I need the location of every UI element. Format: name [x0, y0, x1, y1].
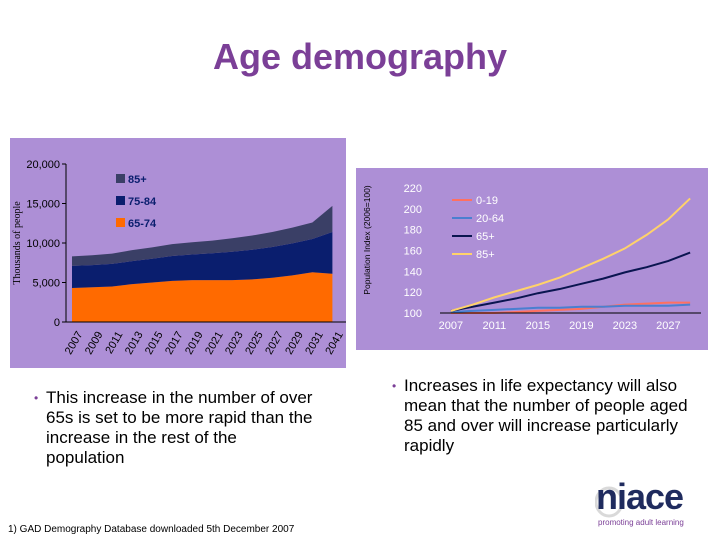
- niace-logo: niace promoting adult learning: [595, 476, 708, 532]
- area-series-65-74: [72, 272, 333, 322]
- bullet-left: • This increase in the number of over 65…: [34, 388, 316, 468]
- chart-right-top-strip: [356, 138, 708, 168]
- population-index-chart: 100 120 140 160 180 200 220 2007 2011 2015 2019 20…: [356, 168, 708, 350]
- y-tick-label: 220: [404, 183, 422, 195]
- legend-swatch-85+: [116, 174, 125, 183]
- y-axis-label: Population Index (2006=100): [362, 185, 372, 295]
- legend-label-20-64: 20-64: [476, 213, 504, 225]
- legend-label-85+: 85+: [128, 174, 147, 186]
- y-tick-label: 180: [404, 225, 422, 237]
- x-tick-label: 2019: [569, 320, 593, 332]
- slide-title: Age demography: [212, 36, 508, 77]
- legend-label-65+: 65+: [476, 231, 495, 243]
- chart-right-panel: [356, 168, 708, 350]
- y-tick-label: 100: [404, 308, 422, 320]
- bullet-left-text: This increase in the number of over 65s …: [46, 388, 313, 467]
- line-series-65+: [450, 251, 691, 312]
- legend-label-75-84: 75-84: [128, 196, 157, 208]
- bullet-dot: •: [392, 379, 397, 393]
- line-series-85+: [450, 197, 691, 312]
- legend-swatch-65-74: [116, 218, 125, 227]
- x-tick-label: 2011: [483, 320, 507, 332]
- y-tick-label: 5,000: [32, 278, 60, 290]
- y-tick-label: 160: [404, 246, 422, 258]
- y-tick-label: 10,000: [26, 238, 60, 250]
- x-tick-label: 2007: [439, 320, 463, 332]
- x-tick-label: 2015: [526, 320, 550, 332]
- x-tick-label: 2023: [613, 320, 637, 332]
- legend-label-0-19: 0-19: [476, 195, 498, 207]
- area-series-75-84: [72, 231, 333, 289]
- logo-tagline: promoting adult learning: [598, 518, 684, 527]
- legend-label-65-74: 65-74: [128, 218, 157, 230]
- y-axis-label: Thousands of people: [12, 201, 23, 285]
- bullet-dot: •: [34, 391, 39, 405]
- y-tick-label: 15,000: [26, 199, 60, 211]
- legend-label-85+: 85+: [476, 249, 495, 261]
- bullet-right-text: Increases in life expectancy will also m…: [404, 376, 688, 455]
- logo-swirl-icon: [595, 480, 623, 520]
- line-series-20-64: [450, 303, 691, 313]
- area-series-85+: [72, 205, 333, 266]
- footnote: 1) GAD Demography Database downloaded 5t…: [8, 524, 295, 535]
- y-tick-label: 0: [54, 317, 60, 329]
- bullet-right: • Increases in life expectancy will also…: [392, 376, 704, 456]
- y-tick-label: 140: [404, 266, 422, 278]
- y-tick-label: 200: [404, 204, 422, 216]
- logo-wordmark: niace: [596, 476, 684, 517]
- y-tick-label: 20,000: [26, 159, 60, 171]
- x-tick-label: 2027: [656, 320, 680, 332]
- legend-swatch-75-84: [116, 196, 125, 205]
- y-tick-label: 120: [404, 287, 422, 299]
